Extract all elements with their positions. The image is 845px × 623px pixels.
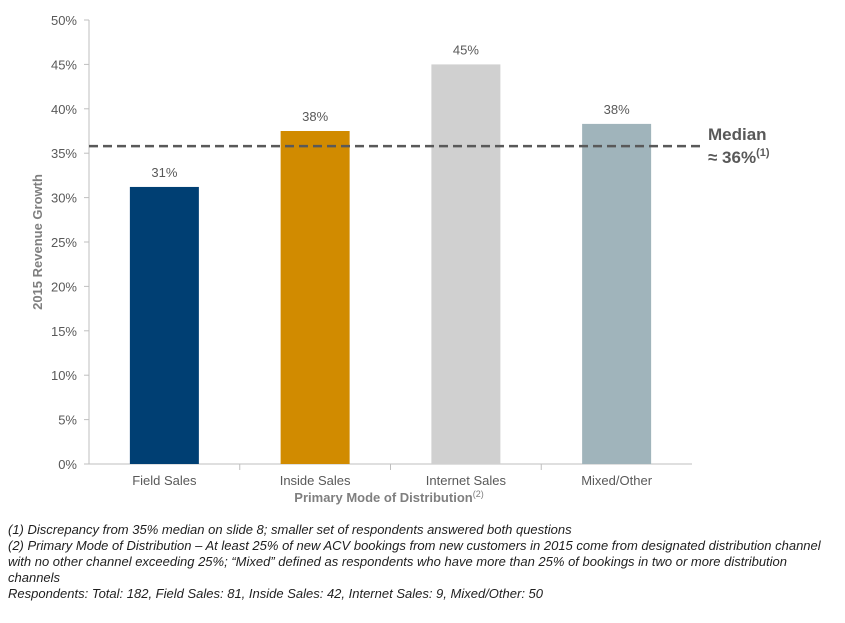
median-superscript: (1) (756, 147, 770, 159)
median-value-label: ≈ 36%(1) (708, 147, 770, 167)
bar-chart: 0% 5% 10% 15% 20% 25% 30% 35% 40% 45% 50% Field Sa… (30, 13, 770, 505)
footnote-2: (2) Primary Mode of Distribution – At le… (8, 538, 821, 585)
x-axis-title-text: Primary Mode of Distribution (294, 490, 472, 505)
category-label: Mixed/Other (581, 473, 652, 488)
y-tick-label: 40% (51, 102, 77, 117)
bar-inside-sales (280, 131, 350, 464)
y-tick-label: 35% (51, 146, 77, 161)
data-labels: 31% 38% 45% 38% (151, 42, 630, 180)
y-tick-label: 10% (51, 368, 77, 383)
category-labels: Field Sales Inside Sales Internet Sales Mix… (132, 473, 652, 488)
y-tick-label: 5% (58, 413, 77, 428)
footnote-1: (1) Discrepancy from 35% median on slide… (8, 522, 572, 537)
y-tick-label: 45% (51, 57, 77, 72)
category-label: Internet Sales (426, 473, 507, 488)
y-tick-label: 15% (51, 324, 77, 339)
data-label: 38% (302, 109, 328, 124)
median-value: ≈ 36% (708, 148, 756, 167)
bar-internet-sales (431, 64, 501, 465)
x-axis-title: Primary Mode of Distribution(2) (294, 489, 483, 505)
y-tick-label: 0% (58, 457, 77, 472)
data-label: 45% (453, 42, 479, 57)
bar-field-sales (129, 186, 199, 464)
y-tick-label: 50% (51, 13, 77, 28)
category-label: Inside Sales (280, 473, 351, 488)
median-label-title: Median (708, 125, 767, 144)
bar-mixed-other (582, 123, 652, 465)
y-tick-label: 20% (51, 279, 77, 294)
median-label: Median (708, 125, 767, 144)
data-label: 31% (151, 165, 177, 180)
footnotes: (1) Discrepancy from 35% median on slide… (8, 522, 840, 602)
data-label: 38% (604, 102, 630, 117)
y-tick-label: 30% (51, 191, 77, 206)
bars-group (129, 64, 652, 470)
y-tick-label: 25% (51, 235, 77, 250)
y-axis-title: 2015 Revenue Growth (30, 174, 45, 310)
y-axis-ticks: 0% 5% 10% 15% 20% 25% 30% 35% 40% 45% 50% (51, 13, 89, 472)
category-label: Field Sales (132, 473, 197, 488)
x-axis-title-superscript: (2) (473, 489, 484, 499)
respondents-note: Respondents: Total: 182, Field Sales: 81… (8, 586, 543, 601)
